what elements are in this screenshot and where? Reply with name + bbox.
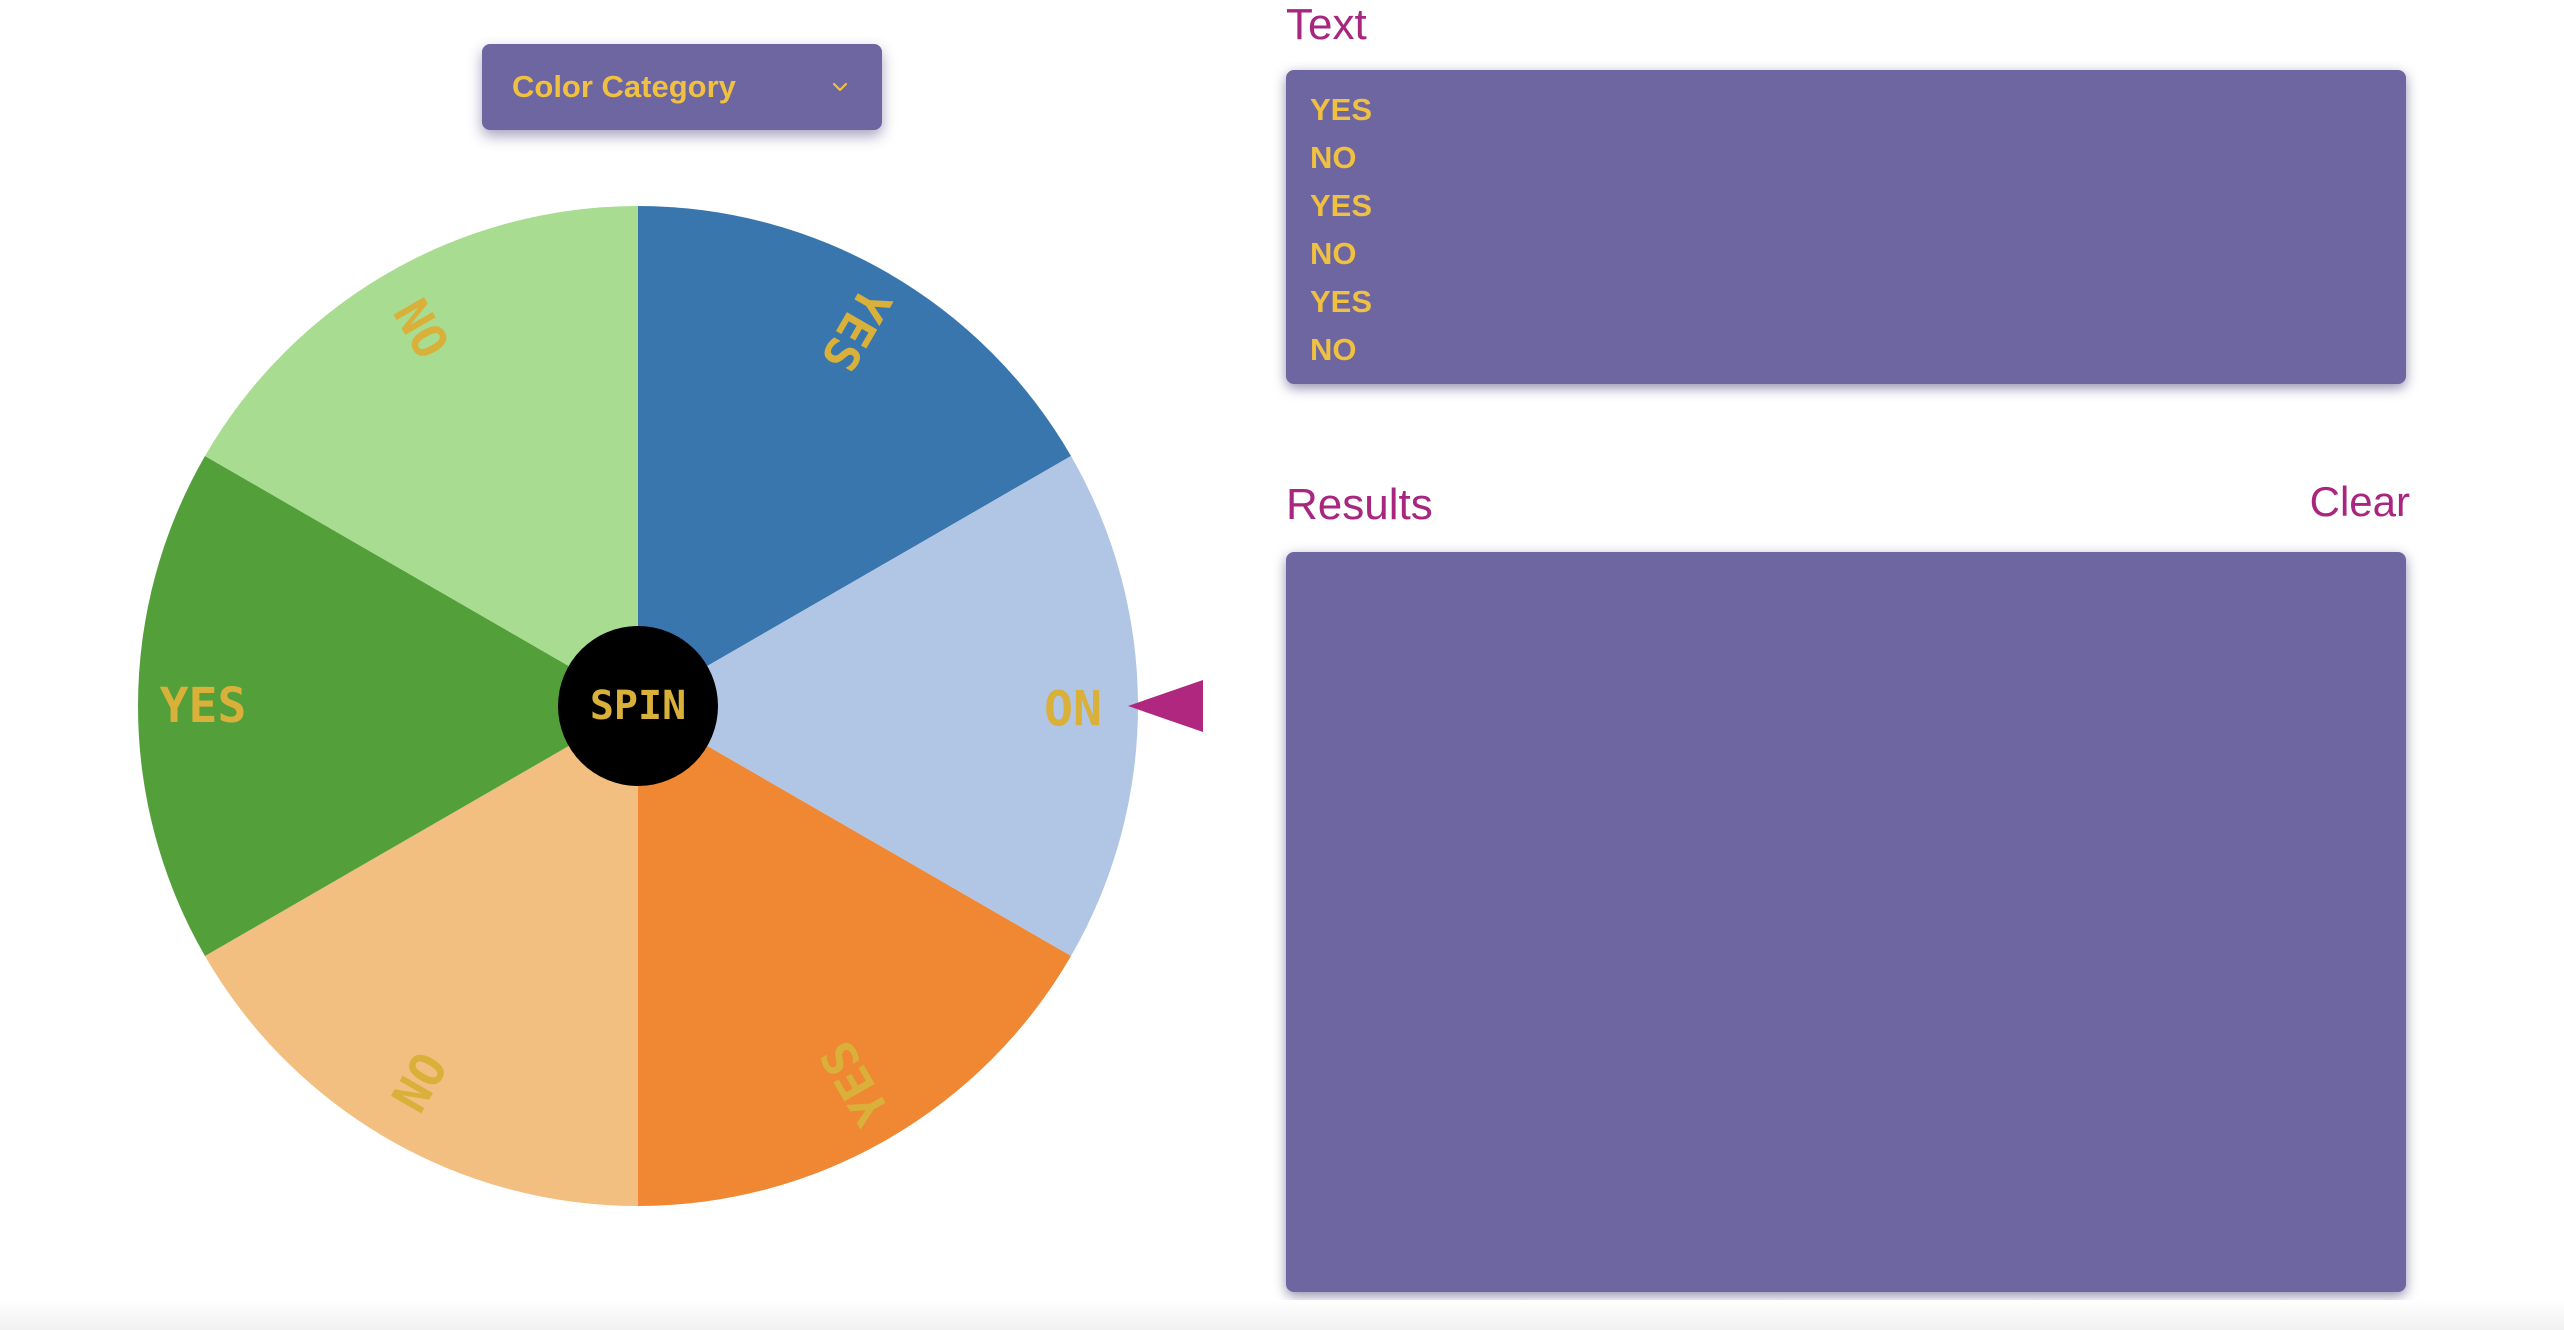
- category-select[interactable]: Color Category: [482, 44, 882, 130]
- wheel-segments: [138, 206, 1138, 1206]
- spin-wheel[interactable]: YES NO YES NO YES NO SPIN: [130, 200, 1230, 1220]
- wheel-segment: [638, 706, 1072, 1206]
- wheel-segment-label: NO: [1044, 678, 1102, 734]
- spin-button-circle[interactable]: [558, 626, 718, 786]
- bottom-strip: [0, 1300, 2564, 1330]
- wheel-segment-label: YES: [160, 678, 247, 734]
- text-line: YES: [1310, 284, 1373, 319]
- wheel-segment: [138, 456, 638, 956]
- wheel-pointer-icon: [1128, 680, 1203, 732]
- text-line: NO: [1310, 236, 1357, 271]
- text-line: YES: [1310, 188, 1373, 223]
- chevron-down-icon: [828, 75, 852, 99]
- category-select-value: Color Category: [512, 69, 736, 104]
- results-panel-title: Results: [1286, 480, 1433, 529]
- wheel-segment: [638, 456, 1138, 956]
- wheel-segment: [204, 206, 638, 706]
- text-line: YES: [1310, 92, 1373, 127]
- spin-button-label: SPIN: [590, 683, 686, 729]
- text-line: NO: [1310, 332, 1357, 367]
- wheel-segment: [204, 706, 638, 1206]
- wheel-segment: [638, 206, 1072, 706]
- text-panel-title: Text: [1286, 0, 1367, 49]
- text-input-area[interactable]: YES NO YES NO YES NO: [1286, 70, 2406, 384]
- text-line: NO: [1310, 140, 1357, 175]
- clear-button[interactable]: Clear: [2309, 478, 2410, 525]
- spin-button[interactable]: SPIN: [558, 626, 718, 786]
- results-area: [1286, 552, 2406, 1292]
